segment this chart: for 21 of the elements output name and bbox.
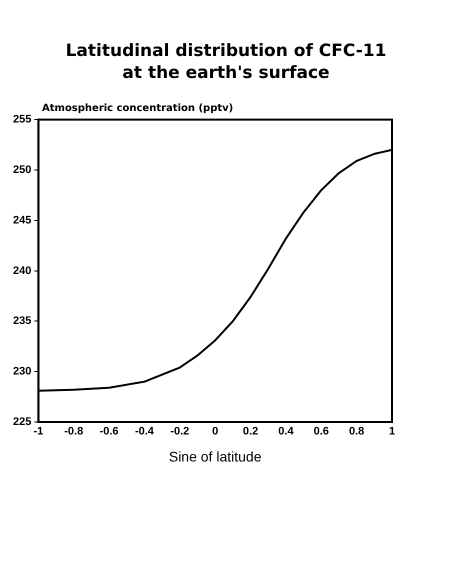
x-tick-label: 0.6	[314, 426, 329, 438]
x-tick-label: 0	[212, 426, 218, 438]
x-tick-label: -0.6	[100, 426, 119, 438]
chart-title: Latitudinal distribution of CFC-11 at the earth's surface	[64, 40, 388, 84]
y-tick-label: 235	[12, 315, 32, 328]
x-tick-label: 0.4	[278, 426, 294, 438]
x-tick-label: 0.2	[242, 426, 258, 438]
x-tick-label: -0.2	[170, 426, 190, 438]
y-tick-label: 230	[12, 366, 32, 378]
y-axis-title: Atmospheric concentration (pptv)	[42, 103, 234, 114]
x-tick-label: -1	[33, 426, 44, 438]
x-tick-label: 0.8	[348, 426, 364, 438]
x-tick-label: -0.8	[64, 426, 84, 438]
y-tick-label: 250	[12, 164, 32, 176]
y-tick-label: 240	[12, 264, 32, 277]
x-axis-title: Sine of latitude	[168, 448, 262, 464]
x-tick-label: 1	[388, 426, 396, 438]
y-tick-label: 245	[12, 214, 32, 226]
y-tick-label: 225	[12, 416, 32, 428]
y-tick-label: 255	[12, 114, 32, 126]
x-tick-label: -0.4	[134, 426, 155, 438]
